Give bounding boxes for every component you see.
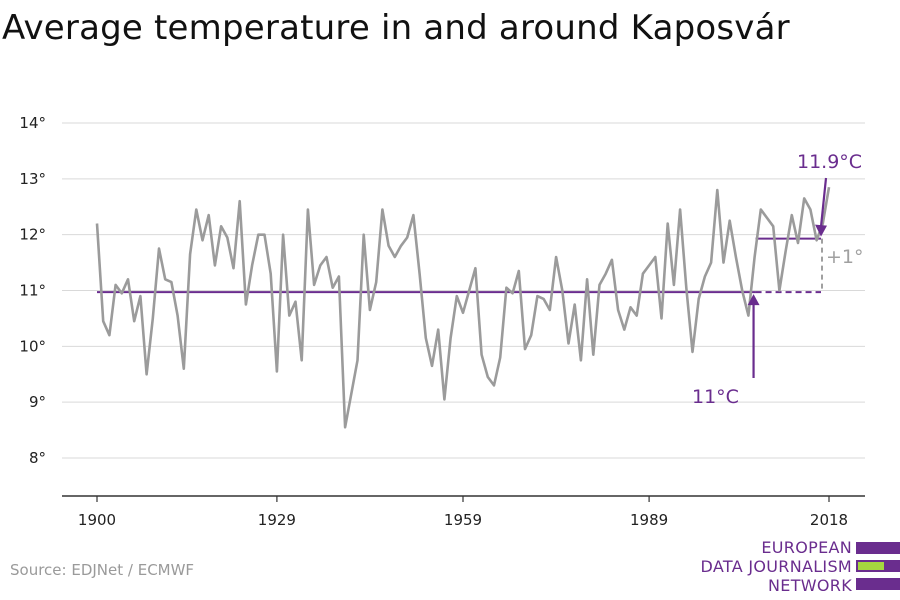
- annotation-delta: +1°: [826, 246, 864, 268]
- logo-line-2: DATA JOURNALISM: [700, 557, 852, 576]
- edjnet-logo: EUROPEAN DATA JOURNALISM NETWORK: [700, 538, 900, 600]
- x-tick-label: 1959: [444, 511, 482, 529]
- y-axis-ticks: 8° 9° 10° 11° 12° 13° 14°: [19, 114, 46, 467]
- annotations: 11.9°C +1° 11°C: [692, 151, 864, 408]
- x-tick-label: 2018: [810, 511, 848, 529]
- annotation-recent-average: 11.9°C: [797, 151, 862, 173]
- x-axis-ticks: 1900 1929 1959 1989 2018: [78, 496, 848, 529]
- y-tick-label: 14°: [19, 114, 46, 132]
- y-tick-label: 8°: [29, 449, 46, 467]
- logo-bar-green: [858, 562, 884, 570]
- logo-text: EUROPEAN DATA JOURNALISM NETWORK: [701, 538, 852, 595]
- arrow-baseline-head: [747, 294, 760, 306]
- y-tick-label: 12°: [19, 226, 46, 244]
- y-tick-label: 11°: [19, 282, 46, 300]
- y-tick-label: 10°: [19, 337, 46, 355]
- arrow-recent-head: [815, 224, 827, 237]
- y-tick-label: 9°: [29, 393, 46, 411]
- logo-bar-middle: [856, 560, 900, 572]
- y-tick-label: 13°: [19, 170, 46, 188]
- gridlines: [62, 122, 865, 459]
- x-tick-label: 1929: [258, 511, 296, 529]
- x-tick-label: 1900: [78, 511, 116, 529]
- x-tick-label: 1989: [630, 511, 668, 529]
- logo-bar-bottom: [856, 578, 900, 590]
- logo-line-3: NETWORK: [768, 576, 852, 595]
- logo-line-1: EUROPEAN: [761, 538, 852, 557]
- temperature-series-line: [95, 186, 831, 429]
- source-note: Source: EDJNet / ECMWF: [10, 561, 195, 579]
- annotation-baseline-average: 11°C: [692, 386, 739, 408]
- arrow-recent-shaft: [819, 177, 828, 227]
- chart-title: Average temperature in and around Kaposv…: [2, 8, 790, 48]
- logo-bar-top: [856, 542, 900, 554]
